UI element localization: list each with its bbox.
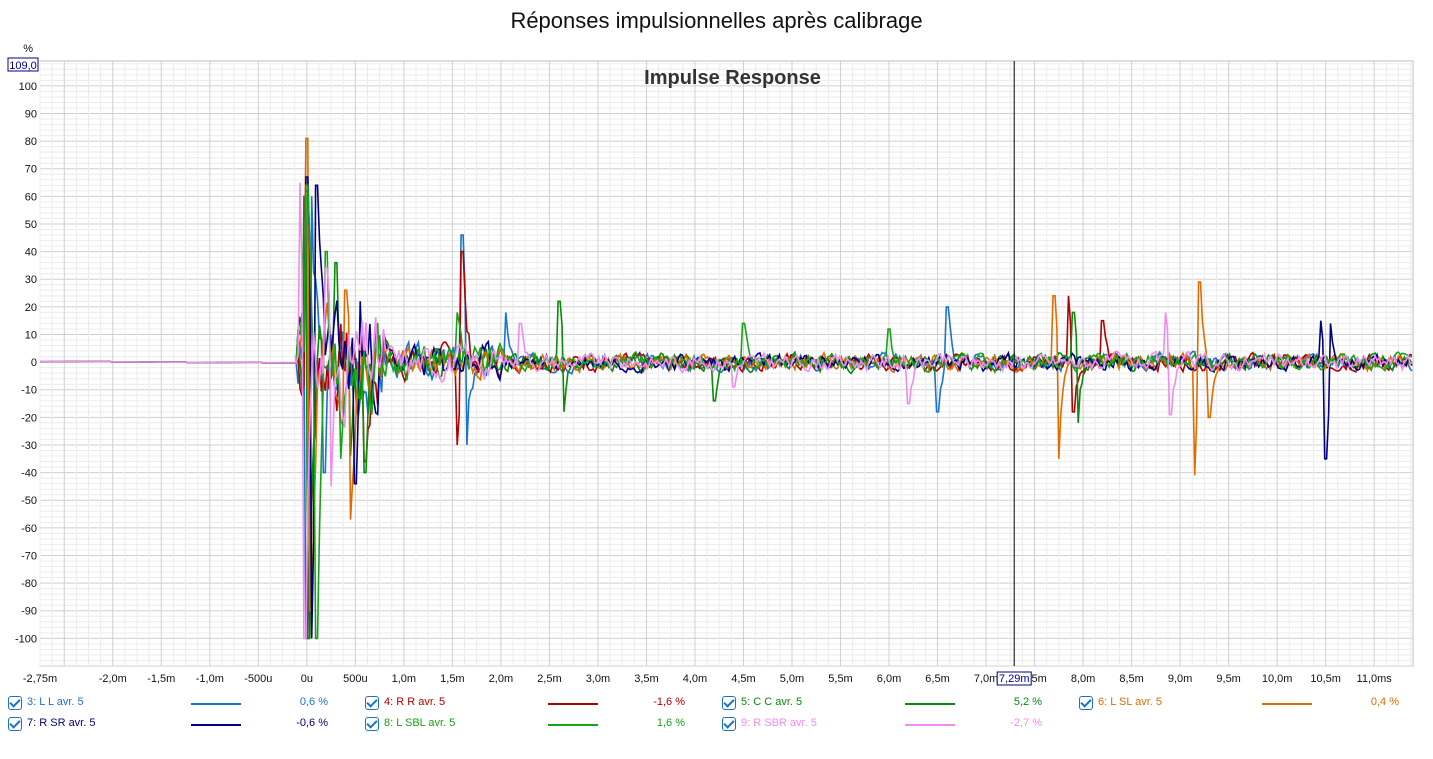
legend-value: -2,7 % — [1010, 717, 1042, 729]
y-tick-label: 10 — [25, 329, 37, 341]
series-layer — [40, 137, 1413, 640]
page-title: Réponses impulsionnelles après calibrage — [510, 8, 923, 33]
checkbox-icon[interactable] — [1079, 696, 1093, 710]
y-tick-label: 50 — [25, 219, 37, 231]
legend-swatch — [548, 703, 598, 705]
impulse-response-chart[interactable]: 1009080706050403020100-10-20-30-40-50-60… — [0, 0, 1433, 694]
legend-value: -1,6 % — [653, 696, 685, 708]
y-tick-label: -60 — [21, 523, 37, 535]
y-tick-label: 80 — [25, 136, 37, 148]
x-tick-label: 1,0m — [392, 673, 416, 685]
legend-value: 1,6 % — [656, 717, 685, 729]
checkbox-icon[interactable] — [722, 717, 736, 731]
axes: 1009080706050403020100-10-20-30-40-50-60… — [7, 43, 1393, 686]
x-tick-label: 3,5m — [634, 673, 658, 685]
x-tick-label: 6,0m — [877, 673, 901, 685]
legend-label: 7: R SR avr. 5 — [27, 717, 96, 729]
chart-title: Impulse Response — [644, 67, 821, 89]
y-tick-label: -10 — [21, 385, 37, 397]
x-tick-label: 2,0m — [489, 673, 513, 685]
y-tick-label: -100 — [15, 633, 37, 645]
legend-item[interactable]: 6: L SL avr. 5 0,4 % — [1079, 694, 1409, 714]
x-tick-label: 500u — [343, 673, 367, 685]
x-tick-label: -1,5m — [147, 673, 175, 685]
legend-swatch — [905, 724, 955, 726]
legend-value: 5,2 % — [1013, 696, 1042, 708]
legend-swatch — [191, 724, 241, 726]
legend-swatch — [191, 703, 241, 705]
series-line-7 — [40, 182, 1413, 640]
x-tick-label: 0u — [301, 673, 313, 685]
y-tick-label: -30 — [21, 440, 37, 452]
x-tick-label: 3,0m — [586, 673, 610, 685]
x-readout-box — [996, 671, 1032, 686]
y-tick-label: -90 — [21, 606, 37, 618]
legend-swatch — [548, 724, 598, 726]
legend: 3: L L avr. 5 0,6 % 4: R R avr. 5 -1,6 % 5: … — [0, 694, 1433, 754]
x-tick-label: 9,5m — [1216, 673, 1240, 685]
legend-label: 5: C C avr. 5 — [741, 696, 803, 708]
x-tick-label: 8,5m — [1119, 673, 1143, 685]
x-readout-value: 7,29m — [999, 673, 1030, 685]
x-tick-label: 2,5m — [537, 673, 561, 685]
y-unit-label: % — [23, 43, 33, 55]
x-tick-label: 7,0m — [974, 673, 998, 685]
y-tick-label: -40 — [21, 468, 37, 480]
x-tick-label: 4,0m — [683, 673, 707, 685]
y-tick-label: -80 — [21, 578, 37, 590]
legend-item[interactable]: 7: R SR avr. 5 -0,6 % — [8, 715, 338, 735]
y-readout-box — [7, 57, 39, 72]
legend-swatch — [1262, 703, 1312, 705]
y-tick-label: 70 — [25, 164, 37, 176]
legend-item[interactable]: 8: L SBL avr. 5 1,6 % — [365, 715, 695, 735]
y-tick-label: -70 — [21, 550, 37, 562]
legend-label: 6: L SL avr. 5 — [1098, 696, 1163, 708]
legend-value: 0,6 % — [299, 696, 328, 708]
legend-swatch — [905, 703, 955, 705]
checkbox-icon[interactable] — [8, 696, 22, 710]
x-tick-label: -2,75m — [23, 673, 57, 685]
x-tick-label: 10,0m — [1262, 673, 1293, 685]
y-tick-label: 20 — [25, 302, 37, 314]
x-tick-label: 8,0m — [1071, 673, 1095, 685]
legend-label: 8: L SBL avr. 5 — [384, 717, 456, 729]
checkbox-icon[interactable] — [365, 717, 379, 731]
x-tick-label: -500u — [244, 673, 272, 685]
legend-item[interactable]: 9: R SBR avr. 5 -2,7 % — [722, 715, 1052, 735]
x-tick-label: 1,5m — [440, 673, 464, 685]
x-tick-label: 9,0m — [1168, 673, 1192, 685]
legend-value: -0,6 % — [296, 717, 328, 729]
x-tick-label: -2,0m — [99, 673, 127, 685]
legend-item[interactable]: 3: L L avr. 5 0,6 % — [8, 694, 338, 714]
y-tick-label: -50 — [21, 495, 37, 507]
x-tick-label: 10,5m — [1310, 673, 1341, 685]
x-tick-label: 5,0m — [780, 673, 804, 685]
legend-value: 0,4 % — [1370, 696, 1399, 708]
legend-label: 9: R SBR avr. 5 — [741, 717, 817, 729]
y-tick-label: -20 — [21, 412, 37, 424]
checkbox-icon[interactable] — [365, 696, 379, 710]
y-tick-label: 40 — [25, 247, 37, 259]
checkbox-icon[interactable] — [722, 696, 736, 710]
y-tick-label: 100 — [19, 81, 37, 93]
x-tick-label: 6,5m — [925, 673, 949, 685]
x-tick-label: 4,5m — [731, 673, 755, 685]
y-tick-label: 90 — [25, 108, 37, 120]
checkbox-icon[interactable] — [8, 717, 22, 731]
y-tick-label: 0 — [31, 357, 37, 369]
legend-item[interactable]: 4: R R avr. 5 -1,6 % — [365, 694, 695, 714]
x-tick-label: 5,5m — [828, 673, 852, 685]
x-tick-label: -1,0m — [196, 673, 224, 685]
legend-item[interactable]: 5: C C avr. 5 5,2 % — [722, 694, 1052, 714]
legend-label: 4: R R avr. 5 — [384, 696, 446, 708]
legend-label: 3: L L avr. 5 — [27, 696, 84, 708]
y-tick-label: 60 — [25, 191, 37, 203]
y-tick-label: 30 — [25, 274, 37, 286]
y-readout-value: 109,0 — [9, 60, 37, 72]
x-tick-label: 11,0ms — [1357, 673, 1393, 685]
